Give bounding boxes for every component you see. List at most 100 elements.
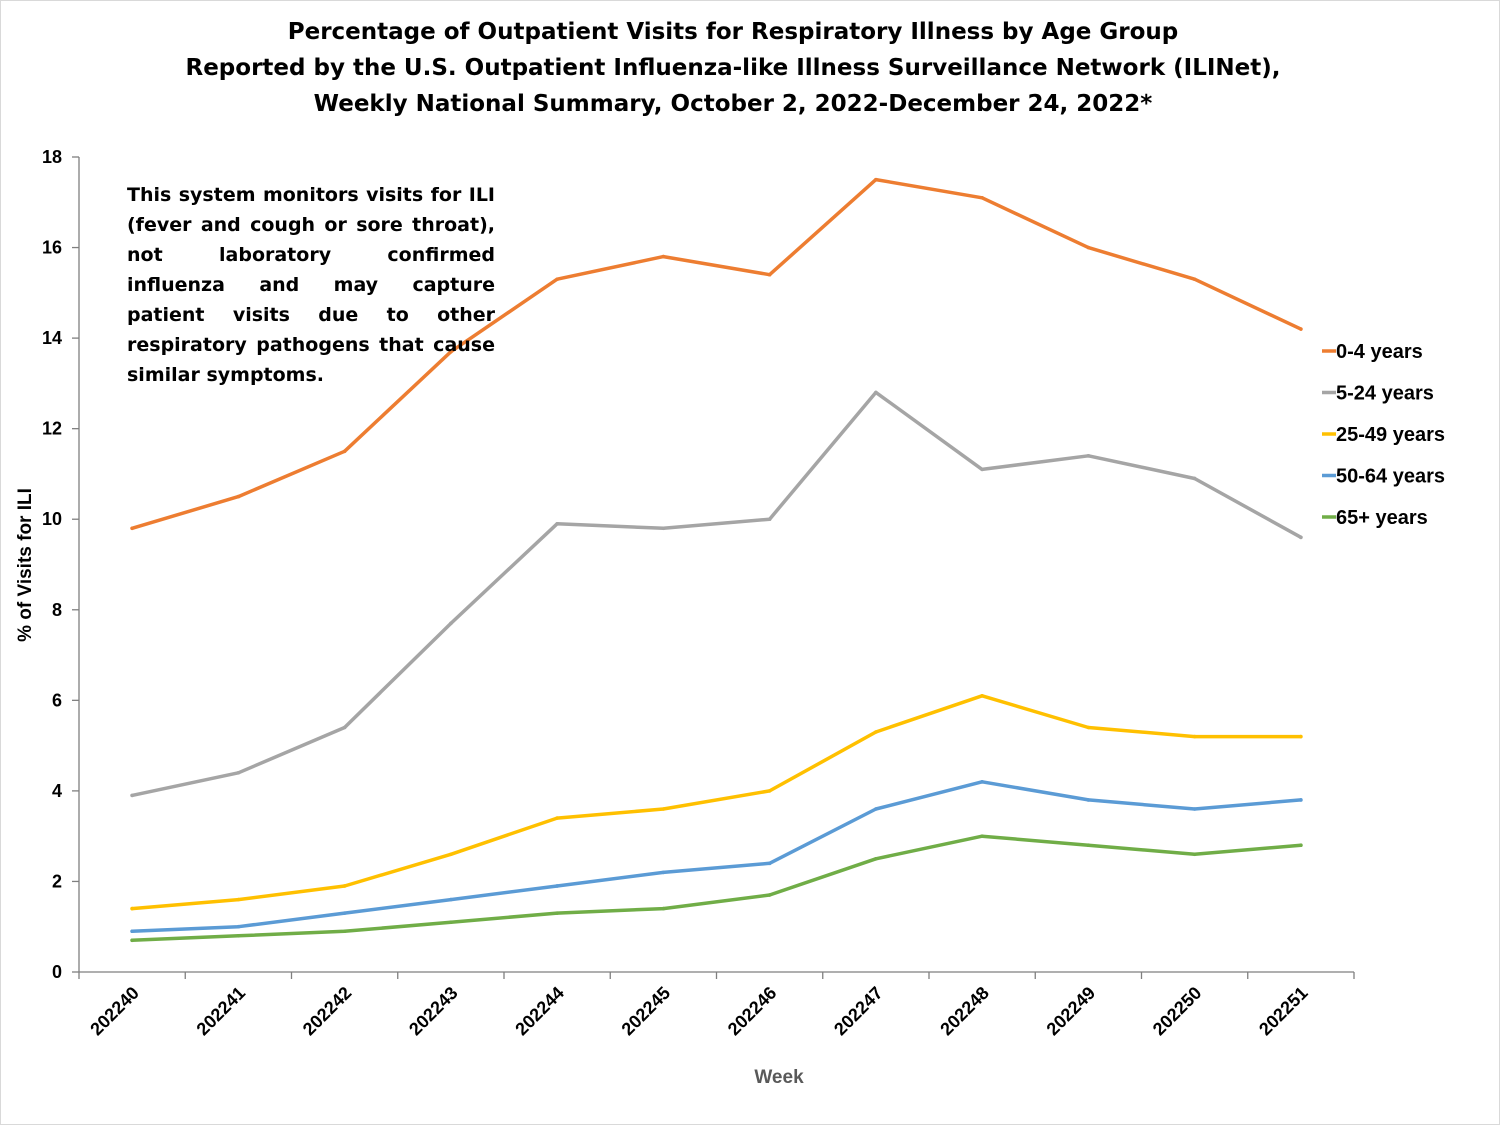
y-tick-label: 8 [52,600,62,620]
x-tick-label: 202241 [193,983,250,1040]
y-tick-label: 16 [42,238,62,258]
x-tick-label: 202249 [1043,983,1100,1040]
data-point [874,857,878,861]
x-tick-label: 202244 [511,983,568,1040]
x-tick-label: 202248 [936,983,993,1040]
y-axis-title: % of Visits for ILI [15,488,36,642]
data-point [767,272,772,277]
data-point [236,897,241,902]
series-lines [130,177,1303,943]
series-line-1 [130,390,1303,798]
data-point [1086,454,1091,458]
data-point [1192,734,1197,739]
legend-label: 5-24 years [1336,383,1434,405]
y-tick-label: 4 [52,781,62,801]
data-point [767,517,772,522]
data-point [130,906,134,911]
y-tick-label: 12 [42,419,62,439]
data-point [767,861,772,866]
data-point [661,807,666,811]
data-point [1086,245,1091,250]
y-tick-label: 18 [42,147,62,167]
data-point [130,793,134,798]
x-tick-label: 202243 [405,983,462,1040]
data-point [342,884,347,888]
chart-title: Percentage of Outpatient Visits for Resp… [0,14,1466,122]
y-tick-label: 2 [52,871,62,891]
data-point [342,449,347,454]
data-point [1192,476,1197,481]
series-line-3 [130,780,1303,934]
data-point [661,870,666,875]
y-tick-label: 14 [42,328,62,348]
data-point [1299,843,1303,848]
data-point [661,906,666,911]
legend-label: 0-4 years [1336,341,1423,363]
data-point [342,725,347,730]
data-point [130,938,134,943]
series-line-0 [130,177,1303,531]
data-point [1299,798,1303,802]
data-point [1086,798,1091,802]
data-point [236,924,241,929]
data-point [555,911,559,915]
y-tick-label: 10 [42,509,62,529]
data-point [661,526,666,531]
data-point [874,807,878,811]
data-point [236,494,241,499]
data-point [980,195,984,200]
data-point [767,789,772,793]
data-point [555,521,559,526]
series-line-2 [130,694,1303,911]
data-point [980,780,984,784]
data-point [236,770,241,775]
x-tick-label: 202251 [1255,983,1312,1040]
data-point [767,893,772,897]
data-point [555,277,559,282]
data-point [1086,725,1091,730]
data-point [874,730,878,734]
legend-label: 65+ years [1336,507,1428,529]
data-point [1299,535,1303,540]
data-point [980,694,984,698]
data-point [449,920,453,924]
title-line-1: Percentage of Outpatient Visits for Resp… [287,19,1179,45]
series-line-4 [130,834,1303,943]
data-point [449,621,453,626]
data-point [449,897,453,902]
data-point [1192,277,1197,282]
data-point [1299,734,1303,739]
legend-label: 50-64 years [1336,466,1445,488]
data-point [980,834,984,838]
data-point [342,929,347,934]
annotation-note: This system monitors visits for ILI (fev… [127,184,495,386]
x-tick-label: 202246 [724,983,781,1040]
y-tick-label: 6 [52,690,62,710]
x-tick-label: 202245 [618,983,675,1040]
data-point [342,911,347,915]
data-point [130,929,134,934]
legend-label: 25-49 years [1336,424,1445,446]
title-line-3: Weekly National Summary, October 2, 2022… [313,91,1153,117]
y-tick-label: 0 [52,962,62,982]
x-tick-label: 202240 [86,983,143,1040]
data-point [1192,852,1197,857]
data-point [980,467,984,472]
data-point [1299,327,1303,331]
data-point [874,177,878,182]
data-point [874,390,878,395]
x-tick-label: 202247 [830,983,887,1040]
data-point [236,933,241,938]
data-point [661,254,666,259]
data-point [449,852,453,857]
data-point [130,526,134,531]
y-axis-ticks: 0 2 4 6 8 10 12 14 16 18 [42,147,79,982]
data-point [449,349,453,354]
data-point [555,884,559,888]
x-tick-label: 202250 [1149,983,1206,1040]
x-axis-title: Week [754,1067,804,1088]
data-point [1086,843,1091,848]
title-line-2: Reported by the U.S. Outpatient Influenz… [185,55,1281,81]
data-point [1192,807,1197,811]
